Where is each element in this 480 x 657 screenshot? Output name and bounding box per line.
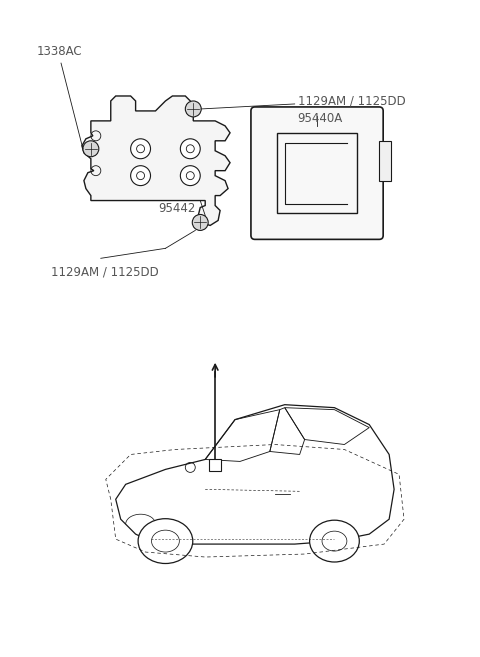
Polygon shape: [82, 96, 230, 225]
Circle shape: [180, 166, 200, 186]
Circle shape: [192, 214, 208, 231]
Text: 1129AM / 1125DD: 1129AM / 1125DD: [51, 265, 159, 279]
Text: 95440A: 95440A: [298, 112, 343, 125]
Circle shape: [185, 101, 201, 117]
Text: 1338AC: 1338AC: [36, 45, 82, 58]
Bar: [277, 133, 357, 214]
FancyBboxPatch shape: [251, 107, 383, 239]
Ellipse shape: [138, 518, 193, 564]
Text: 1129AM / 1125DD: 1129AM / 1125DD: [298, 95, 406, 108]
Circle shape: [180, 139, 200, 159]
Circle shape: [131, 139, 151, 159]
Bar: [209, 459, 221, 471]
Ellipse shape: [310, 520, 360, 562]
Text: 95442: 95442: [158, 202, 195, 215]
Circle shape: [131, 166, 151, 186]
Polygon shape: [379, 141, 391, 181]
Circle shape: [83, 141, 99, 157]
